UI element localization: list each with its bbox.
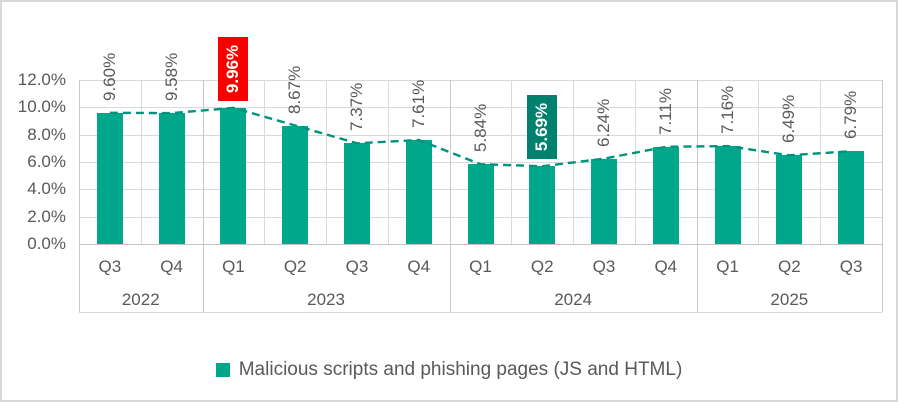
bar — [591, 158, 618, 244]
bar — [158, 113, 185, 244]
bar — [838, 151, 865, 244]
y-axis-tick-label: 6.0% — [27, 152, 66, 171]
y-axis-tick-label: 2.0% — [27, 206, 66, 226]
y-axis-tick-label: 8.0% — [27, 124, 66, 144]
x-axis-quarter-label: Q3 — [592, 257, 616, 276]
legend: Malicious scripts and phishing pages (JS… — [2, 359, 896, 381]
data-label: 6.79% — [841, 91, 861, 140]
grid-line-v — [758, 80, 760, 244]
grid-line-v — [511, 80, 513, 244]
x-axis-quarter-label: Q4 — [407, 257, 431, 276]
x-axis-year-label: 2022 — [121, 290, 160, 309]
grid-line-v — [573, 80, 575, 244]
axis-band-bottom-line — [79, 312, 882, 313]
y-axis-tick-label: 10.0% — [17, 97, 66, 117]
x-axis-quarter-label: Q3 — [345, 257, 369, 276]
x-axis-quarter-label: Q4 — [654, 257, 678, 276]
bar — [343, 143, 370, 244]
grid-line-v — [326, 80, 328, 244]
category-separator — [202, 80, 204, 312]
bar — [282, 125, 309, 244]
y-axis-tick-label: 12.0% — [17, 70, 66, 89]
bar — [220, 107, 247, 244]
data-label-highlight-max: 9.96% — [218, 36, 249, 101]
x-axis-quarter-label: Q2 — [283, 257, 307, 276]
data-label: 5.84% — [470, 103, 490, 153]
data-label: 6.24% — [594, 98, 614, 147]
grid-line-h — [79, 80, 882, 81]
x-axis-quarter-label: Q1 — [469, 257, 492, 276]
grid-line-h — [79, 162, 882, 163]
bar — [96, 112, 123, 244]
y-axis-tick-label: 4.0% — [27, 179, 66, 199]
x-axis-quarter-label: Q1 — [716, 257, 739, 276]
grid-line-v — [387, 80, 389, 244]
bar — [467, 164, 494, 244]
y-axis-tick-label: 0.0% — [27, 234, 66, 253]
x-axis-year-label: 2025 — [770, 290, 809, 309]
grid-line-v — [140, 80, 142, 244]
data-label: 9.58% — [161, 52, 181, 102]
x-axis-year-label: 2023 — [307, 290, 345, 309]
category-separator — [449, 80, 451, 312]
data-label: 9.60% — [99, 52, 119, 101]
data-label-highlight-min: 5.69% — [527, 95, 558, 160]
legend-swatch-icon — [215, 363, 230, 377]
data-label: 7.16% — [717, 85, 737, 135]
bar — [652, 146, 679, 244]
x-axis-quarter-label: Q4 — [160, 257, 183, 276]
data-label: 8.67% — [285, 65, 305, 114]
bar — [405, 139, 432, 244]
bar — [529, 166, 556, 244]
data-label: 7.11% — [655, 87, 675, 135]
x-axis-quarter-label: Q3 — [839, 257, 863, 276]
data-label: 7.61% — [408, 79, 428, 128]
bar — [776, 155, 803, 244]
x-axis-year-label: 2024 — [554, 290, 593, 309]
category-separator — [882, 80, 883, 312]
grid-line-v — [634, 80, 636, 244]
grid-line-h — [79, 244, 882, 245]
grid-line-v — [264, 80, 266, 244]
x-axis-quarter-label: Q2 — [777, 257, 801, 276]
data-label: 7.37% — [346, 83, 366, 132]
category-separator — [79, 80, 80, 312]
x-axis-quarter-label: Q2 — [530, 257, 554, 276]
data-label: 6.49% — [779, 95, 799, 144]
x-axis-quarter-label: Q3 — [98, 257, 122, 276]
x-axis-quarter-label: Q1 — [222, 257, 245, 276]
category-separator — [696, 80, 698, 312]
bar — [714, 146, 741, 244]
legend-label: Malicious scripts and phishing pages (JS… — [238, 359, 683, 380]
grid-line-v — [820, 80, 822, 244]
